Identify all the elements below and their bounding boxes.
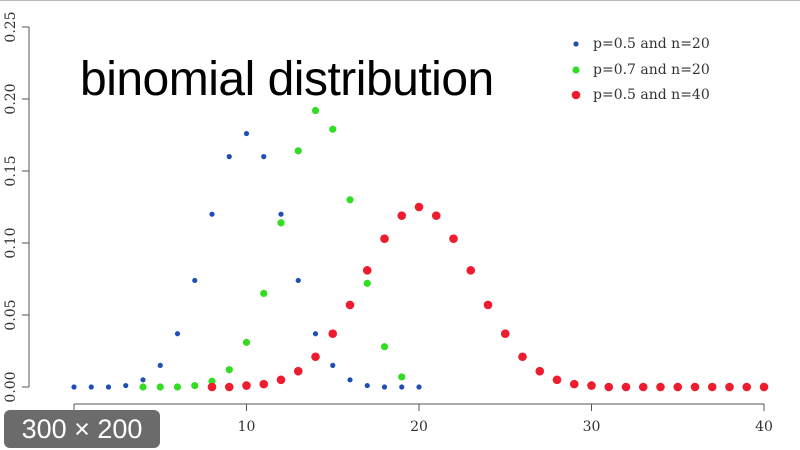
data-point [105, 384, 112, 390]
axes: 0.00 0.05 0.10 0.15 0.20 0.25 10 20 30 40 [3, 11, 773, 435]
data-point [449, 234, 458, 243]
data-point [759, 382, 769, 392]
data-point [397, 211, 407, 220]
y-tick-label: 0.20 [3, 83, 19, 114]
data-point [329, 125, 337, 133]
legend-entry: p=0.5 and n=40 [593, 87, 710, 103]
legend-marker [572, 66, 580, 74]
data-point [156, 383, 164, 391]
data-point [312, 331, 319, 337]
data-point [535, 366, 545, 376]
data-point [707, 382, 717, 392]
data-point [414, 202, 424, 212]
data-point [225, 366, 233, 374]
data-point [242, 381, 251, 390]
data-point [347, 377, 353, 383]
data-point [226, 154, 232, 160]
data-point [277, 219, 285, 227]
data-point [690, 382, 700, 392]
data-point [638, 382, 648, 392]
data-point [742, 382, 752, 392]
data-point [363, 279, 371, 287]
data-point [362, 266, 372, 275]
data-point [569, 379, 579, 389]
data-point [380, 234, 389, 243]
data-point [207, 382, 217, 392]
y-tick-label: 0.10 [3, 227, 19, 258]
data-point [381, 384, 388, 390]
data-point [139, 383, 147, 391]
data-point [123, 382, 129, 389]
x-tick-label: 30 [583, 419, 601, 435]
data-point [466, 266, 476, 275]
data-point [295, 277, 301, 284]
legend: p=0.5 and n=20 p=0.7 and n=20 p=0.5 and n=… [571, 36, 710, 103]
y-tick-label: 0.25 [3, 11, 19, 42]
data-point [191, 381, 199, 390]
data-point [345, 300, 355, 310]
data-point [399, 384, 405, 390]
x-tick-label: 40 [755, 419, 773, 435]
data-point [174, 331, 181, 337]
data-point [173, 383, 182, 391]
data-point [587, 381, 596, 390]
data-point [725, 382, 734, 392]
data-point [259, 379, 269, 389]
data-point [673, 382, 683, 392]
data-point [330, 362, 336, 368]
data-point [398, 373, 406, 381]
data-point [140, 377, 146, 383]
data-point [416, 384, 422, 390]
data-point [208, 377, 216, 385]
data-point [71, 384, 77, 390]
legend-entry: p=0.5 and n=20 [593, 36, 710, 52]
x-tick-label: 20 [410, 419, 428, 435]
chart-title: binomial distribution [80, 53, 494, 106]
data-point [278, 211, 284, 217]
data-point [328, 329, 338, 339]
legend-entry: p=0.7 and n=20 [593, 62, 710, 78]
y-tick-label: 0.05 [3, 299, 19, 330]
data-point [192, 277, 198, 284]
data-point [380, 343, 389, 351]
data-point [518, 352, 527, 362]
data-point [604, 382, 614, 392]
data-points [71, 106, 769, 392]
data-point [294, 147, 302, 155]
data-point [311, 106, 320, 115]
data-point [311, 352, 320, 362]
data-point [276, 375, 286, 385]
data-point [346, 196, 354, 204]
image-size-badge: 300 × 200 [4, 410, 160, 448]
data-point [552, 375, 562, 385]
data-point [483, 300, 493, 310]
data-point [261, 154, 267, 160]
data-point [656, 382, 665, 392]
y-tick-label: 0.15 [3, 155, 19, 186]
data-point [364, 382, 370, 389]
legend-marker [571, 90, 581, 100]
data-point [88, 384, 94, 390]
data-point [224, 382, 234, 392]
x-tick-label: 10 [238, 419, 256, 435]
data-point [260, 289, 268, 297]
data-point [621, 382, 631, 392]
data-point [157, 362, 163, 368]
data-point [431, 211, 441, 220]
top-border [0, 0, 800, 1]
data-point [209, 211, 215, 217]
data-point [242, 338, 251, 346]
y-tick-label: 0.00 [3, 371, 19, 402]
data-point [293, 366, 303, 376]
data-point [243, 130, 250, 137]
legend-marker [573, 41, 579, 47]
data-point [500, 329, 510, 339]
